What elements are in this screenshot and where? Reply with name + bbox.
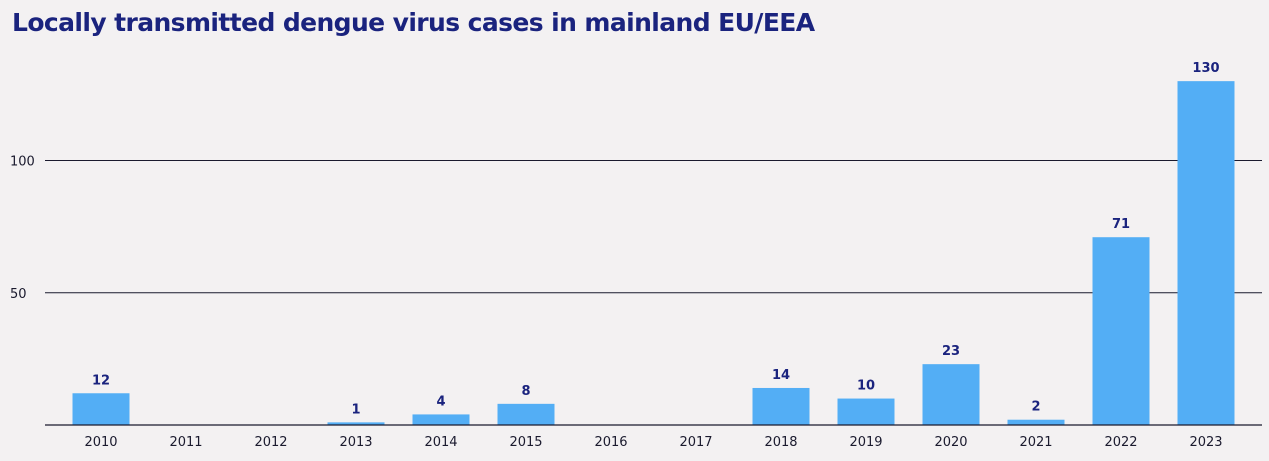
x-tick-label-2012: 2012 (254, 435, 287, 450)
y-tick-label-50: 50 (10, 287, 27, 302)
data-label-2015: 8 (521, 384, 530, 399)
bar-2014 (412, 414, 470, 425)
x-tick-label-2023: 2023 (1189, 435, 1222, 450)
y-tick-label-100: 100 (10, 155, 35, 170)
data-label-2022: 71 (1112, 217, 1130, 232)
x-tick-label-2015: 2015 (509, 435, 542, 450)
data-label-2023: 130 (1192, 61, 1219, 76)
data-label-2013: 1 (351, 402, 360, 417)
bar-2019 (837, 398, 895, 425)
x-tick-label-2014: 2014 (424, 435, 457, 450)
bar-2010 (72, 393, 130, 425)
data-label-2010: 12 (92, 373, 110, 388)
bar-2015 (497, 403, 555, 425)
bar-2023 (1177, 81, 1235, 426)
data-label-2020: 23 (942, 344, 960, 359)
data-label-2014: 4 (436, 394, 445, 409)
x-tick-label-2021: 2021 (1019, 435, 1052, 450)
x-tick-label-2020: 2020 (934, 435, 967, 450)
data-label-2021: 2 (1031, 400, 1040, 415)
bar-2022 (1092, 237, 1150, 425)
bar-2013 (327, 422, 385, 425)
x-tick-label-2018: 2018 (764, 435, 797, 450)
x-tick-label-2017: 2017 (679, 435, 712, 450)
data-label-2018: 14 (772, 368, 790, 383)
x-tick-label-2022: 2022 (1104, 435, 1137, 450)
x-tick-label-2016: 2016 (594, 435, 627, 450)
chart-title: Locally transmitted dengue virus cases i… (12, 8, 815, 37)
x-tick-label-2013: 2013 (339, 435, 372, 450)
x-tick-label-2010: 2010 (84, 435, 117, 450)
x-tick-label-2019: 2019 (849, 435, 882, 450)
data-label-2019: 10 (857, 379, 875, 394)
bar-2018 (752, 387, 810, 425)
bar-2021 (1007, 419, 1065, 425)
x-tick-label-2011: 2011 (169, 435, 202, 450)
bar-2020 (922, 364, 980, 425)
